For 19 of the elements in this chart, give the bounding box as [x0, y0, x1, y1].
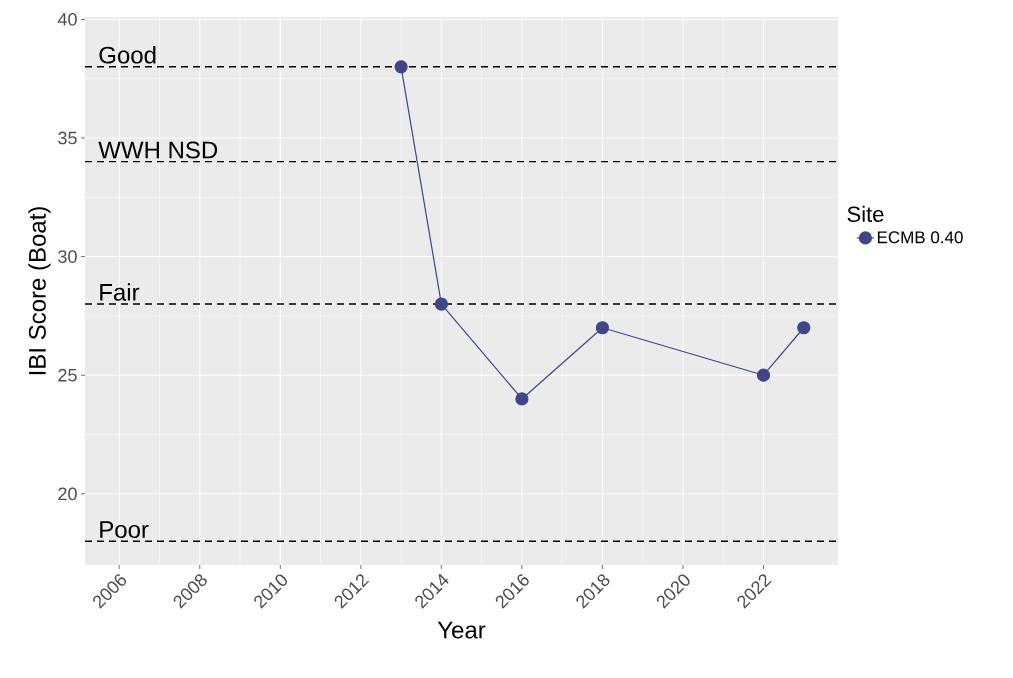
point	[394, 60, 408, 74]
ref-line-label: Good	[99, 45, 156, 64]
ref-line-label: WWH NSD	[98, 141, 218, 159]
y-tick-label: 30	[58, 250, 77, 263]
y-tick-label: 40	[57, 12, 77, 26]
y-tick-label: 35	[58, 131, 77, 145]
legend-label: ECMB 0.40	[877, 231, 963, 244]
point	[434, 297, 448, 311]
legend-title: Site	[847, 205, 884, 222]
x-axis-title: Year	[437, 621, 486, 639]
point	[515, 392, 529, 406]
point	[595, 321, 610, 335]
y-axis-title: IBI Score (Boat)	[28, 207, 51, 375]
ref-line-label: Poor	[100, 521, 149, 539]
point	[756, 368, 771, 382]
y-tick-label: 25	[58, 368, 77, 382]
ref-line-label: Fair	[100, 283, 140, 301]
y-tick-label: 20	[58, 487, 77, 501]
point	[797, 321, 811, 335]
